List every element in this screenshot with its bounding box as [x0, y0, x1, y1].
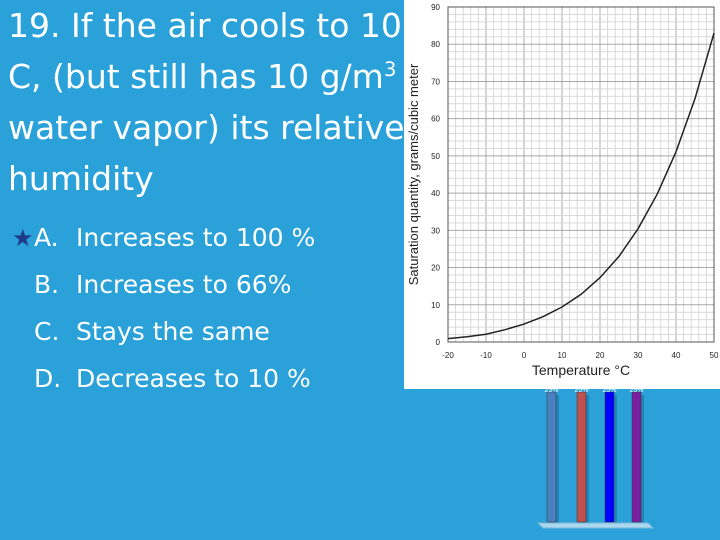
- saturation-graph: 0 10 20 30 40 50 60 70 80 90 -20 -10 0 10 20 30 40 50 Temp…: [406, 3, 719, 378]
- choice-letter: D.: [34, 364, 62, 393]
- x-tick-label: -10: [480, 351, 492, 360]
- y-tick-label: 30: [431, 226, 440, 235]
- choice-c[interactable]: C. Stays the same: [12, 308, 315, 355]
- choice-a[interactable]: ★ A. Increases to 100 %: [12, 214, 315, 261]
- choice-letter: A.: [34, 223, 59, 252]
- poll-data-label: 25%: [544, 387, 558, 394]
- x-tick-label: 40: [672, 351, 681, 360]
- y-tick-label: 90: [431, 3, 440, 12]
- poll-bar-b: [576, 391, 587, 523]
- x-tick-label: 20: [596, 351, 605, 360]
- choice-text: Decreases to 10 %: [76, 364, 311, 393]
- answer-choices: ★ A. Increases to 100 % B. Increases to …: [12, 214, 315, 402]
- y-tick-label: 20: [431, 264, 440, 273]
- poll-data-label: 25%: [602, 387, 616, 394]
- choice-letter: B.: [34, 270, 60, 299]
- x-tick-label: 10: [558, 351, 567, 360]
- x-tick-label: 0: [522, 351, 527, 360]
- y-tick-label: 60: [431, 115, 440, 124]
- poll-data-label: 25%: [629, 387, 643, 394]
- x-tick-label: -20: [442, 351, 454, 360]
- y-tick-label: 40: [431, 189, 440, 198]
- choice-letter: C.: [34, 317, 60, 346]
- y-tick-label: 0: [436, 338, 441, 347]
- y-tick-label: 10: [431, 301, 440, 310]
- choice-text: Increases to 100 %: [76, 223, 316, 252]
- poll-data-label: 25%: [574, 387, 588, 394]
- question-line-1: 19. If the air cools to 10: [8, 6, 402, 45]
- poll-bar-c: [604, 391, 615, 523]
- question-line-3: water vapor) its relative: [8, 108, 405, 147]
- question-line-2-text: C, (but still has 10 g/m: [8, 57, 384, 96]
- poll-chart-base: [536, 522, 655, 529]
- star-icon: ★: [12, 224, 34, 252]
- poll-bar-a: [546, 391, 557, 523]
- superscript-3: 3: [383, 58, 397, 81]
- choice-text: Stays the same: [76, 317, 270, 346]
- poll-results-chart: 25% 25% 25% 25%: [536, 387, 655, 529]
- question-line-2: C, (but still has 10 g/m3 o: [8, 51, 428, 102]
- choice-b[interactable]: B. Increases to 66%: [12, 261, 315, 308]
- choice-d[interactable]: D. Decreases to 10 %: [12, 355, 315, 402]
- y-tick-label: 50: [431, 152, 440, 161]
- x-tick-label: 30: [634, 351, 643, 360]
- question-line-4: humidity: [8, 159, 154, 198]
- saturation-graph-panel: 0 10 20 30 40 50 60 70 80 90 -20 -10 0 10 20 30 40 50 Temp…: [404, 0, 720, 389]
- y-tick-label: 80: [431, 40, 440, 49]
- saturation-curve: [447, 32, 715, 340]
- plot-frame: [447, 6, 715, 343]
- poll-bar-d: [631, 391, 642, 523]
- x-tick-label: 50: [710, 351, 719, 360]
- y-axis-label: Saturation quantity, grams/cubic meter: [406, 63, 421, 285]
- choice-text: Increases to 66%: [76, 270, 292, 299]
- x-axis-label: Temperature °C: [532, 362, 630, 378]
- question-text: 19. If the air cools to 10 C, (but still…: [8, 0, 428, 204]
- y-tick-label: 70: [431, 77, 440, 86]
